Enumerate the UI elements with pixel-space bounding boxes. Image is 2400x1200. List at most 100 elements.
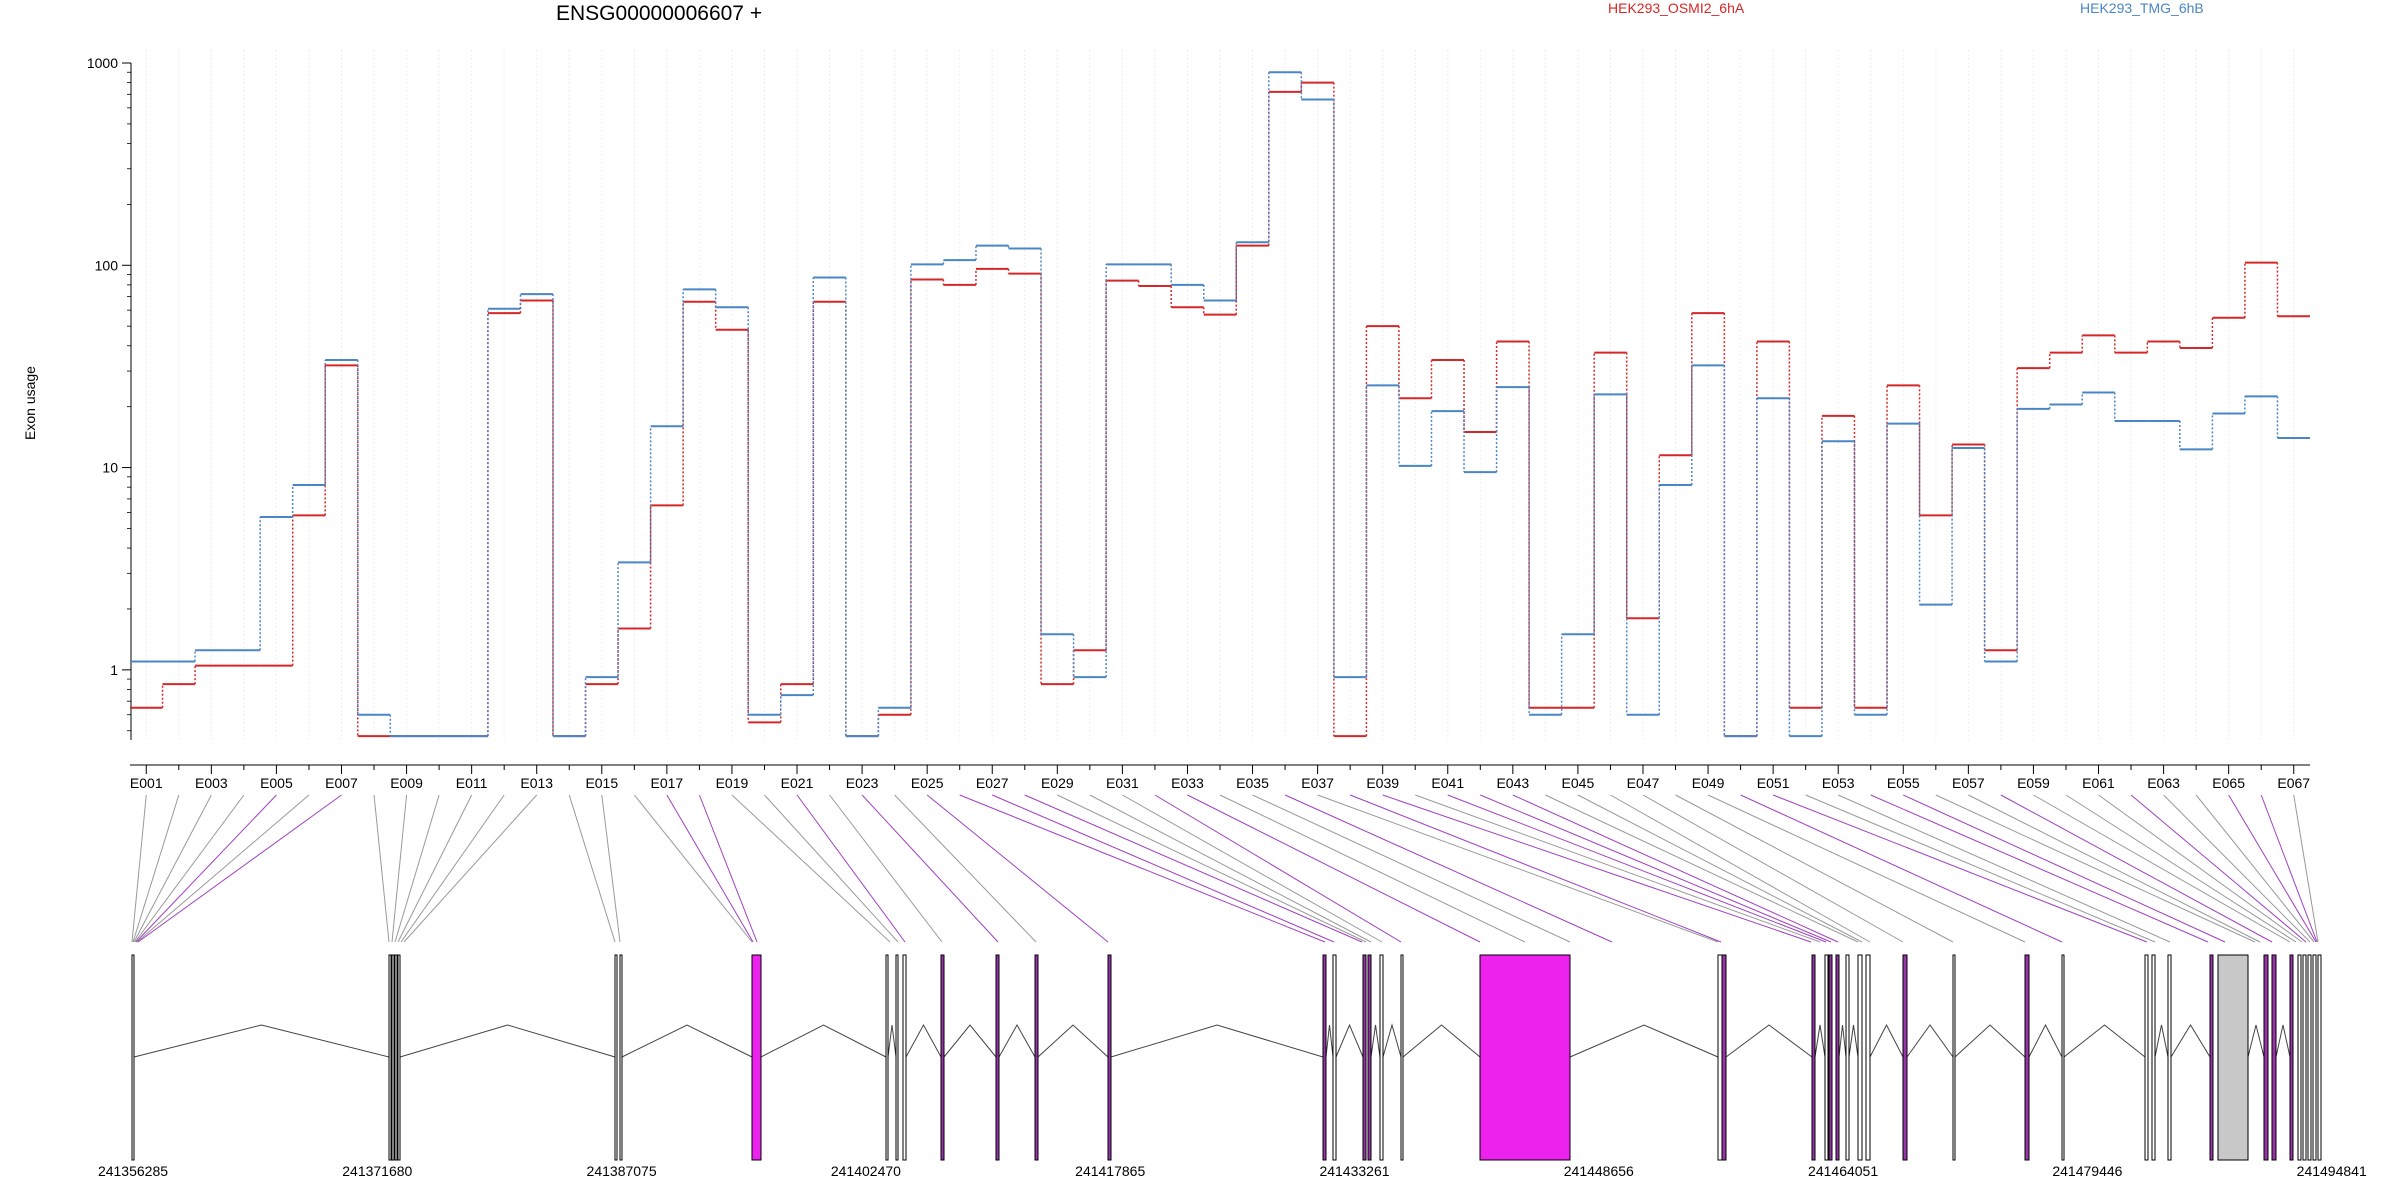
legend-entry-osmi2: HEK293_OSMI2_6hA xyxy=(1608,0,1745,16)
exon-connector xyxy=(1512,794,1839,943)
exon-block xyxy=(1367,954,1372,1161)
x-tick-label: E037 xyxy=(1301,775,1334,791)
exon-connector xyxy=(1903,794,2226,943)
exon-connector xyxy=(1122,794,1383,943)
y-tick-label: 10 xyxy=(102,460,118,476)
exon-block xyxy=(1902,954,1908,1161)
exon-connector xyxy=(1317,794,1719,943)
y-tick-label: 1000 xyxy=(87,55,118,71)
genomic-coordinate-label: 241433261 xyxy=(1319,1163,1389,1179)
x-tick-label: E059 xyxy=(2017,775,2050,791)
x-tick-label: E067 xyxy=(2277,775,2310,791)
exon-block xyxy=(2312,954,2317,1161)
exon-block xyxy=(619,954,623,1161)
exon-connector xyxy=(894,794,1037,943)
exon-block xyxy=(2167,954,2172,1161)
exon-block xyxy=(885,954,889,1161)
exon-connector xyxy=(2293,794,2319,943)
exon-block xyxy=(1379,954,1384,1161)
x-tick-label: E011 xyxy=(456,775,488,791)
x-tick-label: E003 xyxy=(195,775,228,791)
exon-connector xyxy=(1024,794,1363,943)
exon-connector xyxy=(373,794,390,943)
intron-line xyxy=(2154,1024,2169,1058)
x-tick-label: E049 xyxy=(1692,775,1725,791)
exon-connector xyxy=(1642,794,1904,943)
exon-connector xyxy=(1284,794,1613,943)
exon-block xyxy=(1034,954,1039,1161)
exon-connector xyxy=(1057,794,1367,943)
intron-line xyxy=(760,1024,887,1058)
x-tick-label: E063 xyxy=(2147,775,2180,791)
exon-connector xyxy=(1740,794,2063,943)
intron-line xyxy=(998,1023,1036,1058)
exon-block xyxy=(397,954,401,1161)
exon-connector xyxy=(926,794,1109,943)
intron-line xyxy=(905,1023,942,1058)
exon-connector xyxy=(1968,794,2261,943)
exon-connector xyxy=(1772,794,2148,943)
exon-connector xyxy=(731,794,891,943)
x-tick-label: E033 xyxy=(1171,775,1204,791)
exon-block xyxy=(1857,954,1863,1161)
legend-entry-tmg: HEK293_TMG_6hB xyxy=(2080,0,2204,16)
exon-block xyxy=(2024,954,2030,1161)
exon-connector xyxy=(2000,794,2273,943)
exon-block xyxy=(2217,954,2249,1161)
intron-line xyxy=(2170,1024,2211,1058)
x-tick-label: E061 xyxy=(2082,775,2115,791)
exon-connector xyxy=(861,794,999,943)
intron-line xyxy=(1848,1024,1859,1058)
exon-connector xyxy=(2065,794,2297,943)
exon-block xyxy=(1721,954,1727,1161)
exon-connector xyxy=(2130,794,2307,943)
x-tick-label: E039 xyxy=(1366,775,1399,791)
exon-block xyxy=(902,954,907,1161)
exon-connector xyxy=(1382,794,1812,943)
exon-connector xyxy=(2195,794,2315,943)
intron-line xyxy=(2063,1024,2146,1058)
exon-connector xyxy=(403,794,538,943)
x-tick-label: E041 xyxy=(1431,775,1464,791)
x-tick-label: E007 xyxy=(325,775,358,791)
intron-line xyxy=(887,1024,897,1058)
y-tick-label: 1 xyxy=(110,662,118,678)
exon-connector xyxy=(2260,794,2318,943)
exon-connector xyxy=(1707,794,2026,943)
x-tick-label: E045 xyxy=(1562,775,1595,791)
x-tick-label: E051 xyxy=(1757,775,1790,791)
exon-block xyxy=(2317,954,2322,1161)
x-tick-label: E053 xyxy=(1822,775,1855,791)
exon-block xyxy=(388,954,392,1161)
exon-block xyxy=(1479,954,1571,1161)
intron-line xyxy=(1370,1024,1381,1058)
y-tick-label: 100 xyxy=(95,257,119,273)
exon-block xyxy=(1865,954,1871,1161)
intron-line xyxy=(1037,1024,1109,1058)
exon-block xyxy=(1322,954,1327,1161)
intron-line xyxy=(1814,1024,1826,1058)
exon-block xyxy=(1835,954,1840,1161)
genomic-coordinate-label: 241402470 xyxy=(831,1163,901,1179)
x-tick-label: E009 xyxy=(390,775,423,791)
exon-connector xyxy=(764,794,899,943)
exon-connector xyxy=(796,794,906,943)
exon-block xyxy=(1332,954,1337,1161)
exon-block xyxy=(131,954,135,1161)
exon-connector xyxy=(1415,794,1821,943)
exon-connector xyxy=(1447,794,1827,943)
exon-connector xyxy=(1545,794,1859,943)
exon-block xyxy=(1828,954,1833,1161)
exon-connector xyxy=(131,794,147,943)
exon-connector xyxy=(1870,794,2209,943)
exon-connector xyxy=(132,794,180,943)
genomic-coordinate-label: 241371680 xyxy=(342,1163,412,1179)
genomic-coordinate-label: 241417865 xyxy=(1075,1163,1145,1179)
x-tick-label: E027 xyxy=(976,775,1009,791)
intron-line xyxy=(1382,1023,1402,1058)
exon-connector xyxy=(1675,794,1954,943)
exon-connector xyxy=(698,794,758,943)
x-tick-label: E065 xyxy=(2212,775,2245,791)
